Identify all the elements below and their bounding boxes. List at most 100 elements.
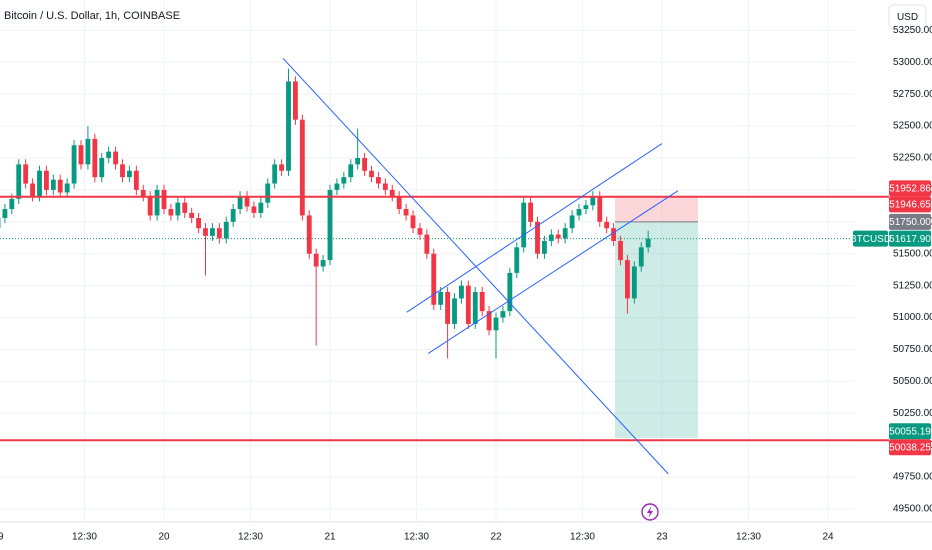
candle-body [576, 209, 582, 216]
candle-body [618, 240, 623, 261]
trendline [406, 143, 663, 313]
candle-body [507, 272, 513, 312]
candle-body [78, 145, 84, 165]
trendline [427, 190, 679, 354]
price-label-box [889, 196, 931, 213]
candle-body [71, 145, 77, 184]
currency-label[interactable]: USD [897, 12, 918, 23]
candle-body [424, 234, 430, 254]
x-tick-label: 23 [656, 532, 668, 543]
candle-body [548, 234, 554, 241]
chart-title: Bitcoin / U.S. Dollar, 1h, COINBASE [4, 10, 180, 22]
candle-body [106, 151, 112, 159]
candle-body [154, 189, 160, 216]
x-tick-label: 12:30 [570, 532, 595, 543]
candle-body [645, 238, 651, 248]
price-label-box [889, 213, 931, 230]
price-label-box [889, 439, 931, 456]
candle-body [230, 209, 236, 222]
alert-icon[interactable] [641, 503, 659, 521]
candle-body [597, 196, 603, 222]
candle-body [9, 198, 15, 210]
x-tick-label: 22 [490, 532, 502, 543]
candle-body [203, 228, 208, 236]
currency-button[interactable] [888, 4, 927, 30]
candle-body [43, 170, 49, 190]
position-reward-zone [614, 221, 698, 439]
candle-body [486, 311, 492, 331]
candle-body [126, 170, 132, 178]
y-tick-label: 50500.00 [893, 376, 932, 387]
candle-body [465, 285, 471, 324]
trendline [282, 57, 669, 475]
candle-body [92, 138, 98, 178]
candle-body [168, 209, 174, 216]
y-tick-label: 51250.00 [893, 280, 932, 291]
candle-body [306, 215, 312, 254]
candle-body [23, 164, 29, 184]
candle-body [251, 206, 257, 213]
candle-body [535, 221, 540, 254]
candle-body [140, 189, 146, 197]
x-tick-label: 12:30 [404, 532, 429, 543]
candle-body [258, 202, 264, 213]
candle-body [209, 228, 215, 236]
alert-bolt[interactable] [647, 506, 653, 518]
price-label: 51946.65 [889, 199, 931, 210]
x-tick-label: 12:30 [736, 532, 761, 543]
candle-body [182, 202, 188, 213]
candle-body [479, 292, 485, 312]
y-tick-label: 49500.00 [893, 504, 932, 515]
candle-body [562, 228, 568, 239]
candle-body [631, 266, 637, 299]
candle-body [196, 217, 202, 229]
candle-body [299, 119, 305, 216]
candle-body [223, 221, 229, 239]
candle-body [369, 170, 374, 178]
x-tick-label: 21 [324, 532, 336, 543]
candle-body [389, 189, 395, 197]
candle-body [472, 292, 478, 324]
candle-body [625, 260, 630, 299]
candle-body [555, 234, 561, 239]
candle-body [320, 260, 326, 267]
x-tick-label: 24 [822, 532, 834, 543]
y-tick-label: 52500.00 [893, 121, 932, 132]
candle-body [147, 196, 153, 216]
candle-body [237, 196, 243, 210]
candle-body [244, 196, 250, 207]
candle-body [272, 164, 278, 184]
candle-body [376, 177, 381, 184]
candle-body [604, 221, 610, 229]
candle-body [216, 228, 222, 239]
candle-body [590, 196, 596, 206]
candle-body [417, 228, 423, 235]
candle-body [113, 151, 119, 165]
candle-body [493, 317, 499, 331]
candle-body [64, 183, 70, 193]
candle-body [431, 253, 437, 305]
y-tick-label: 49750.00 [893, 472, 932, 483]
candle-body [293, 81, 298, 120]
price-label: 51750.00 [889, 217, 931, 228]
candle-body [410, 215, 416, 229]
price-label: 51617.90 [889, 234, 931, 245]
candle-body [16, 164, 22, 199]
candle-body [403, 209, 409, 216]
symbol-label-box [853, 230, 888, 247]
candle-body [348, 164, 354, 178]
price-label: 50038.25 [889, 442, 931, 453]
symbol-label: BTCUSD [850, 234, 891, 245]
y-tick-label: 52750.00 [893, 89, 932, 100]
candle-body [611, 228, 617, 241]
candle-body [286, 81, 291, 171]
candle-body [189, 212, 195, 218]
candle-body [341, 177, 347, 184]
price-label: 50055.19 [889, 426, 931, 437]
y-tick-label: 50250.00 [893, 408, 932, 419]
x-tick-label: 12:30 [72, 532, 97, 543]
candle-body [133, 170, 139, 190]
candle-body [120, 164, 125, 178]
